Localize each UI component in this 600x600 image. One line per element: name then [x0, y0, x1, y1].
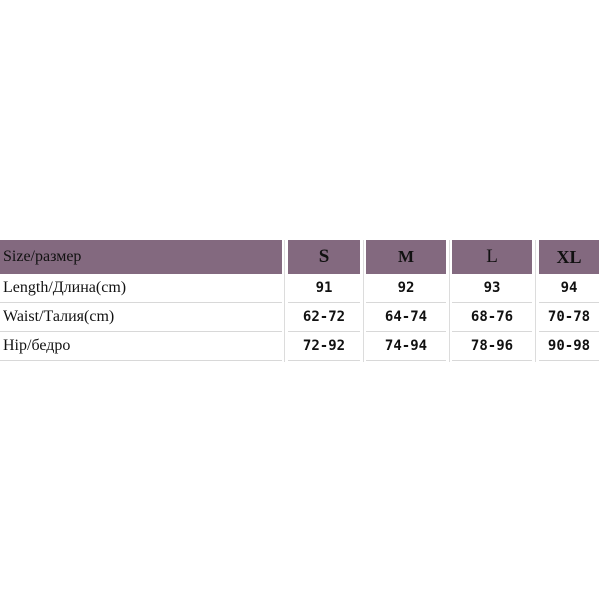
divider [363, 240, 364, 362]
table-cell: 92 [366, 274, 446, 303]
divider [535, 240, 536, 362]
table-cell: 72-92 [288, 332, 360, 361]
row-label-hip: Hip/бедро [0, 332, 282, 361]
table-cell: 70-78 [539, 303, 599, 332]
row-label-waist: Waist/Талия(cm) [0, 303, 282, 332]
table-cell: 62-72 [288, 303, 360, 332]
table-cell: 78-96 [452, 332, 532, 361]
header-size-s: S [288, 240, 360, 274]
table-cell: 91 [288, 274, 360, 303]
header-size-xl: XL [539, 240, 599, 274]
table-cell: 90-98 [539, 332, 599, 361]
row-label-length: Length/Длина(cm) [0, 274, 282, 303]
table-cell: 74-94 [366, 332, 446, 361]
header-size-l: L [452, 240, 532, 274]
header-label: Size/размер [0, 240, 282, 274]
table-cell: 68-76 [452, 303, 532, 332]
divider [449, 240, 450, 362]
divider [284, 240, 285, 362]
table-cell: 93 [452, 274, 532, 303]
table-cell: 94 [539, 274, 599, 303]
table-cell: 64-74 [366, 303, 446, 332]
header-size-m: M [366, 240, 446, 274]
